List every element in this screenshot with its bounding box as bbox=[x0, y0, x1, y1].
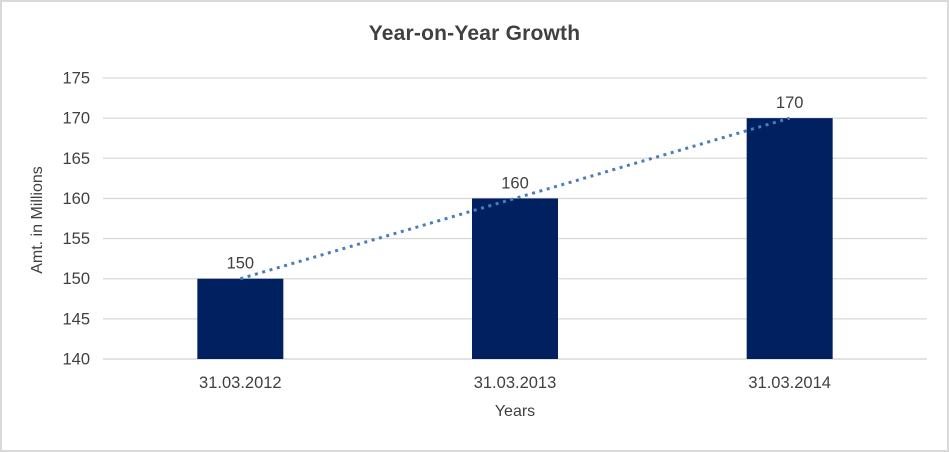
data-label: 170 bbox=[776, 94, 804, 112]
y-tick-label: 155 bbox=[62, 230, 90, 248]
y-tick-label: 165 bbox=[62, 150, 90, 168]
y-tick-label: 150 bbox=[62, 270, 90, 288]
x-tick-label: 31.03.2013 bbox=[474, 374, 557, 392]
bar bbox=[472, 198, 558, 359]
y-tick-label: 170 bbox=[62, 110, 90, 128]
x-tick-label: 31.03.2012 bbox=[199, 374, 282, 392]
y-tick-label: 160 bbox=[62, 190, 90, 208]
bar bbox=[746, 118, 833, 360]
y-tick-label: 175 bbox=[62, 70, 90, 88]
x-axis-title: Years bbox=[494, 403, 536, 420]
chart-title: Year-on-Year Growth bbox=[368, 22, 581, 45]
data-label: 150 bbox=[227, 255, 255, 273]
data-label: 160 bbox=[501, 174, 529, 192]
x-tick-label: 31.03.2014 bbox=[748, 374, 831, 392]
bar bbox=[197, 278, 284, 359]
y-tick-label: 145 bbox=[62, 310, 90, 328]
y-tick-label: 140 bbox=[62, 351, 90, 369]
